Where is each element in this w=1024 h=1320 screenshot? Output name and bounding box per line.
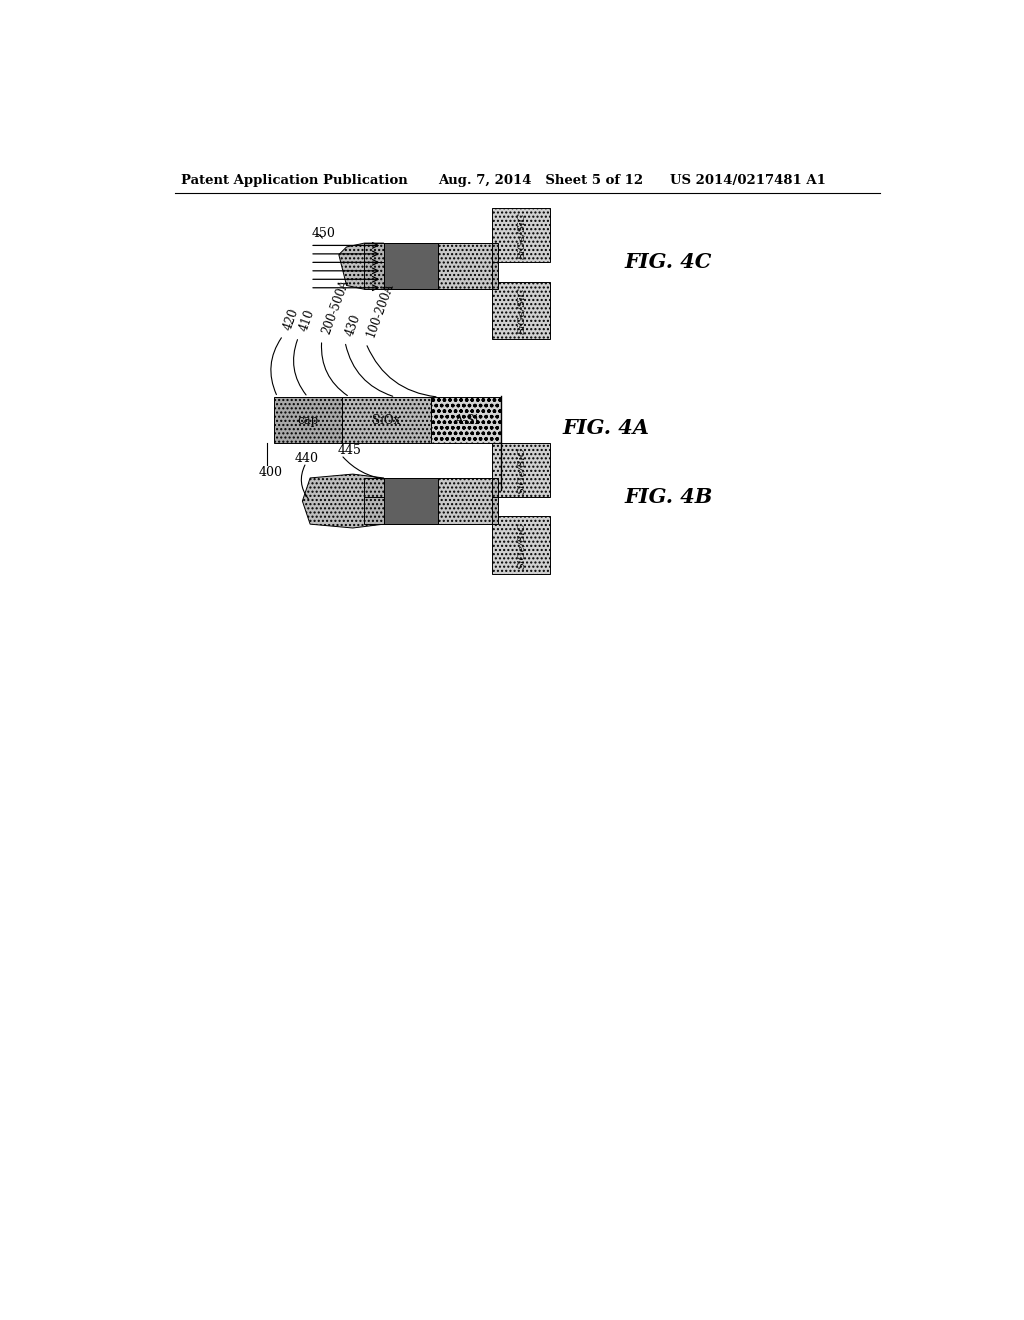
Text: SiGe/SiC: SiGe/SiC (517, 213, 525, 259)
Bar (493, 209, 550, 263)
Text: cap: cap (297, 413, 318, 426)
Text: 400: 400 (258, 466, 283, 479)
Polygon shape (339, 243, 384, 289)
Bar (493, 281, 550, 339)
Bar (342, 397, 431, 444)
Text: 410: 410 (297, 308, 316, 333)
Text: US 2014/0217481 A1: US 2014/0217481 A1 (671, 174, 826, 187)
Text: SiGe/SiC: SiGe/SiC (517, 286, 525, 334)
Bar (438, 243, 493, 289)
Bar (365, 478, 499, 498)
Bar (384, 478, 438, 524)
Bar (438, 478, 493, 524)
Bar (493, 444, 550, 498)
Text: 440: 440 (295, 453, 318, 465)
Text: 445: 445 (337, 445, 361, 458)
Text: SiGe/SiC: SiGe/SiC (517, 446, 525, 494)
Text: 200-500A: 200-500A (321, 279, 352, 337)
Text: Aug. 7, 2014   Sheet 5 of 12: Aug. 7, 2014 Sheet 5 of 12 (438, 174, 643, 187)
Polygon shape (302, 474, 384, 528)
Text: SiGe/SiC: SiGe/SiC (517, 521, 525, 569)
Text: FIG. 4C: FIG. 4C (624, 252, 712, 272)
Bar (273, 397, 342, 444)
Text: SiOx: SiOx (373, 413, 400, 426)
Text: FIG. 4B: FIG. 4B (624, 487, 713, 507)
Bar (365, 243, 499, 263)
Bar (365, 263, 499, 289)
Text: FIG. 4A: FIG. 4A (562, 418, 649, 438)
Bar (493, 516, 550, 574)
Bar (384, 243, 438, 289)
Text: A-Si: A-Si (454, 413, 478, 426)
Text: Patent Application Publication: Patent Application Publication (180, 174, 408, 187)
Bar (365, 498, 499, 524)
Text: 100-200A: 100-200A (365, 281, 396, 339)
Text: 420: 420 (282, 306, 301, 331)
Bar (431, 397, 501, 444)
Text: 430: 430 (343, 313, 364, 338)
Text: 450: 450 (311, 227, 336, 240)
